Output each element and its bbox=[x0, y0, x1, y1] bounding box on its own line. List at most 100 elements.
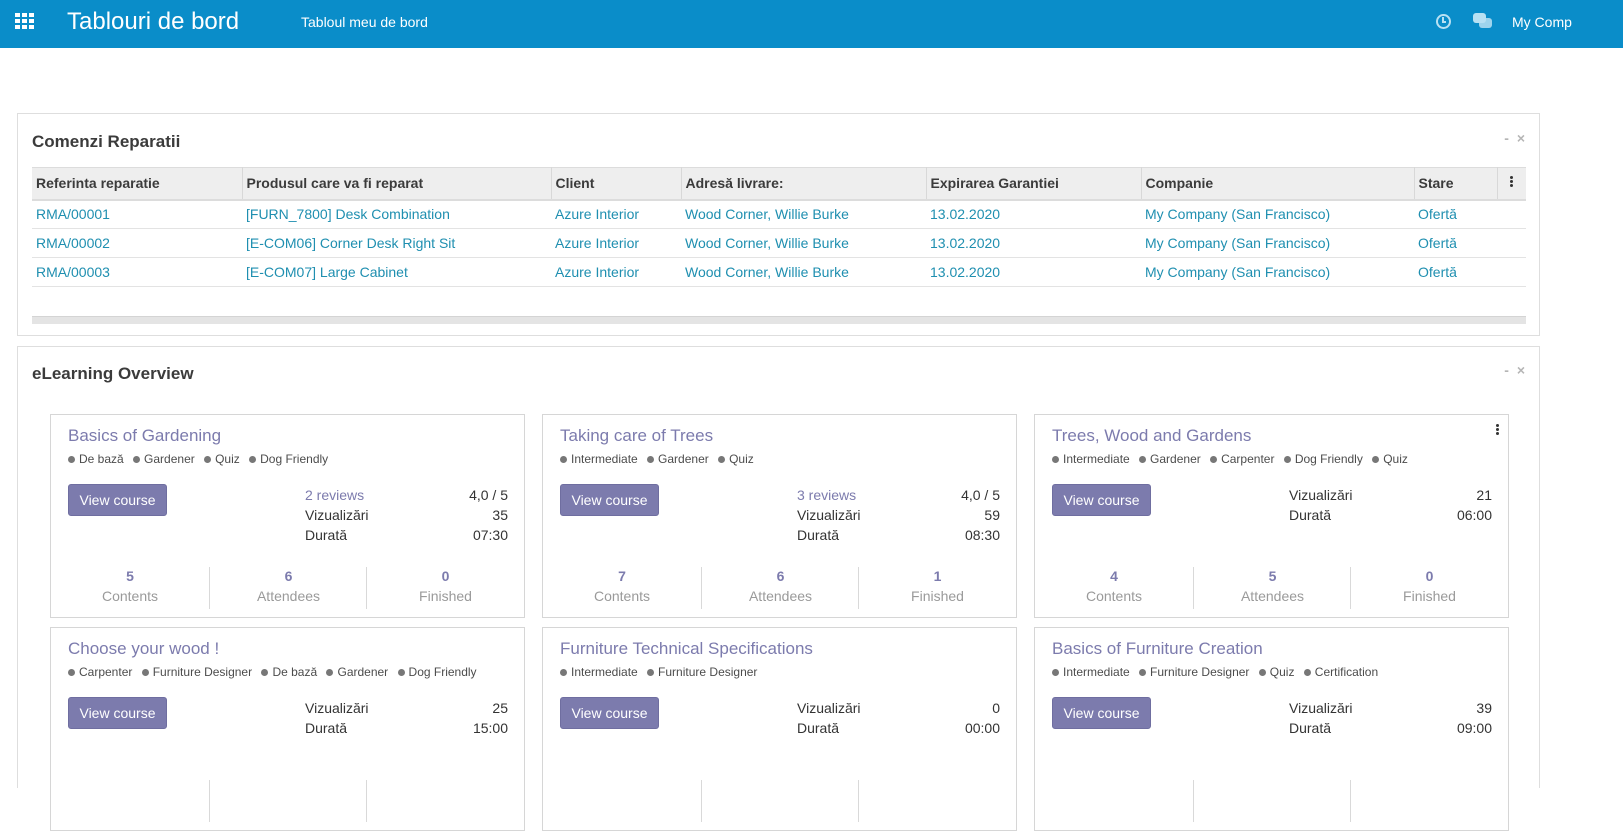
cell-client[interactable]: Azure Interior bbox=[551, 228, 681, 258]
attendees-counter[interactable] bbox=[1193, 780, 1351, 822]
menu-my-dashboard[interactable]: Tabloul meu de bord bbox=[301, 14, 428, 30]
table-row[interactable]: RMA/00003 [E-COM07] Large Cabinet Azure … bbox=[32, 257, 1526, 287]
views-label: Vizualizări bbox=[305, 700, 369, 716]
course-title[interactable]: Furniture Technical Specifications bbox=[560, 639, 813, 658]
tag: Quiz bbox=[1372, 452, 1408, 466]
kebab-menu-icon[interactable] bbox=[1496, 423, 1500, 436]
views-label: Vizualizări bbox=[797, 700, 861, 716]
tag-dot-icon bbox=[249, 456, 257, 463]
tag: Intermediate bbox=[1052, 665, 1130, 679]
course-title[interactable]: Basics of Gardening bbox=[68, 426, 222, 445]
attendees-counter[interactable] bbox=[209, 780, 367, 822]
view-course-button[interactable]: View course bbox=[68, 697, 167, 729]
course-title[interactable]: Taking care of Trees bbox=[560, 426, 714, 445]
column-header[interactable]: Stare bbox=[1414, 167, 1498, 201]
cell-product[interactable]: [E-COM07] Large Cabinet bbox=[242, 257, 551, 287]
tag: Furniture Designer bbox=[1139, 665, 1249, 679]
column-header[interactable]: Produsul care va fi reparat bbox=[242, 167, 552, 201]
course-tags: Intermediate Furniture Designer bbox=[560, 665, 763, 679]
company-switcher[interactable]: My Comp bbox=[1512, 14, 1572, 30]
minimize-icon[interactable]: - bbox=[1504, 362, 1511, 378]
tag: Carpenter bbox=[1210, 452, 1274, 466]
cell-delivery-address[interactable]: Wood Corner, Willie Burke bbox=[681, 257, 926, 287]
column-header[interactable]: Expirarea Garantiei bbox=[926, 167, 1142, 201]
tag-dot-icon bbox=[1139, 669, 1147, 676]
kebab-menu-icon[interactable] bbox=[1509, 175, 1514, 188]
tag: Intermediate bbox=[1052, 452, 1130, 466]
column-header[interactable]: Adresă livrare: bbox=[681, 167, 927, 201]
column-header[interactable]: Referinta reparatie bbox=[32, 167, 243, 201]
reviews-link[interactable]: 2 reviews bbox=[305, 487, 365, 503]
attendees-counter[interactable]: 5 Attendees bbox=[1193, 567, 1351, 609]
discuss-chat-icon[interactable] bbox=[1473, 13, 1493, 29]
cell-state[interactable]: Ofertă bbox=[1414, 257, 1497, 287]
view-course-button[interactable]: View course bbox=[560, 484, 659, 516]
cell-client[interactable]: Azure Interior bbox=[551, 199, 681, 229]
cell-client[interactable]: Azure Interior bbox=[551, 257, 681, 287]
contents-counter[interactable] bbox=[1035, 780, 1193, 822]
attendees-counter[interactable] bbox=[701, 780, 859, 822]
column-header[interactable]: Client bbox=[551, 167, 682, 201]
finished-counter[interactable]: 1 Finished bbox=[858, 567, 1016, 609]
course-counters: 5 Contents 6 Attendees 0 Finished bbox=[51, 567, 524, 609]
tag: Certification bbox=[1303, 665, 1378, 679]
course-title[interactable]: Trees, Wood and Gardens bbox=[1052, 426, 1252, 445]
finished-counter[interactable]: 0 Finished bbox=[366, 567, 524, 609]
tag: Furniture Designer bbox=[647, 665, 757, 679]
attendees-counter[interactable]: 6 Attendees bbox=[209, 567, 367, 609]
activity-clock-icon[interactable] bbox=[1436, 14, 1451, 29]
finished-counter[interactable] bbox=[858, 780, 1016, 822]
contents-counter[interactable] bbox=[51, 780, 209, 822]
cell-warranty-expiry[interactable]: 13.02.2020 bbox=[926, 228, 1141, 258]
close-icon[interactable]: × bbox=[1516, 130, 1527, 146]
contents-counter[interactable]: 4 Contents bbox=[1085, 568, 1143, 604]
table-row[interactable]: RMA/00002 [E-COM06] Corner Desk Right Si… bbox=[32, 228, 1526, 258]
views-label: Vizualizări bbox=[305, 507, 369, 523]
finished-counter[interactable] bbox=[1350, 780, 1508, 822]
minimize-icon[interactable]: - bbox=[1504, 130, 1511, 146]
finished-counter[interactable]: 0 Finished bbox=[1350, 567, 1508, 609]
cell-reference[interactable]: RMA/00002 bbox=[32, 228, 242, 258]
cell-warranty-expiry[interactable]: 13.02.2020 bbox=[926, 257, 1141, 287]
course-tags: De bază Gardener Quiz Dog Friendly bbox=[68, 452, 334, 466]
optional-columns-toggle[interactable] bbox=[1497, 167, 1526, 201]
cell-warranty-expiry[interactable]: 13.02.2020 bbox=[926, 199, 1141, 229]
cell-reference[interactable]: RMA/00001 bbox=[32, 199, 242, 229]
attendees-counter[interactable]: 6 Attendees bbox=[701, 567, 859, 609]
apps-menu-icon[interactable] bbox=[15, 13, 35, 31]
views-value: 0 bbox=[992, 700, 1000, 716]
tag-dot-icon bbox=[204, 456, 212, 463]
finished-counter[interactable] bbox=[366, 780, 524, 822]
course-counters: 7 Contents 6 Attendees 1 Finished bbox=[543, 567, 1016, 609]
cell-company[interactable]: My Company (San Francisco) bbox=[1141, 257, 1414, 287]
table-row[interactable]: RMA/00001 [FURN_7800] Desk Combination A… bbox=[32, 199, 1526, 229]
view-course-button[interactable]: View course bbox=[1052, 484, 1151, 516]
view-course-button[interactable]: View course bbox=[560, 697, 659, 729]
cell-reference[interactable]: RMA/00003 bbox=[32, 257, 242, 287]
view-course-button[interactable]: View course bbox=[1052, 697, 1151, 729]
horizontal-scrollbar[interactable] bbox=[32, 316, 1526, 324]
tag: Dog Friendly bbox=[397, 665, 477, 679]
cell-product[interactable]: [E-COM06] Corner Desk Right Sit bbox=[242, 228, 551, 258]
cell-company[interactable]: My Company (San Francisco) bbox=[1141, 228, 1414, 258]
column-header[interactable]: Companie bbox=[1141, 167, 1415, 201]
contents-counter[interactable] bbox=[543, 780, 701, 822]
cell-delivery-address[interactable]: Wood Corner, Willie Burke bbox=[681, 228, 926, 258]
cell-state[interactable]: Ofertă bbox=[1414, 199, 1497, 229]
contents-counter[interactable]: 7 Contents bbox=[593, 568, 651, 604]
tag: Furniture Designer bbox=[141, 665, 252, 679]
cell-product[interactable]: [FURN_7800] Desk Combination bbox=[242, 199, 551, 229]
reviews-link[interactable]: 3 reviews bbox=[797, 487, 857, 503]
cell-delivery-address[interactable]: Wood Corner, Willie Burke bbox=[681, 199, 926, 229]
course-title[interactable]: Basics of Furniture Creation bbox=[1052, 639, 1263, 658]
cell-company[interactable]: My Company (San Francisco) bbox=[1141, 199, 1414, 229]
tag: Carpenter bbox=[68, 665, 132, 679]
tag-dot-icon bbox=[560, 456, 567, 463]
contents-counter[interactable]: 5 Contents bbox=[101, 568, 159, 604]
course-title[interactable]: Choose your wood ! bbox=[68, 639, 220, 658]
view-course-button[interactable]: View course bbox=[68, 484, 167, 516]
cell-state[interactable]: Ofertă bbox=[1414, 228, 1497, 258]
close-icon[interactable]: × bbox=[1516, 362, 1527, 378]
table-header-row: Referinta reparatie Produsul care va fi … bbox=[32, 167, 1526, 201]
tag-dot-icon bbox=[1283, 456, 1291, 463]
